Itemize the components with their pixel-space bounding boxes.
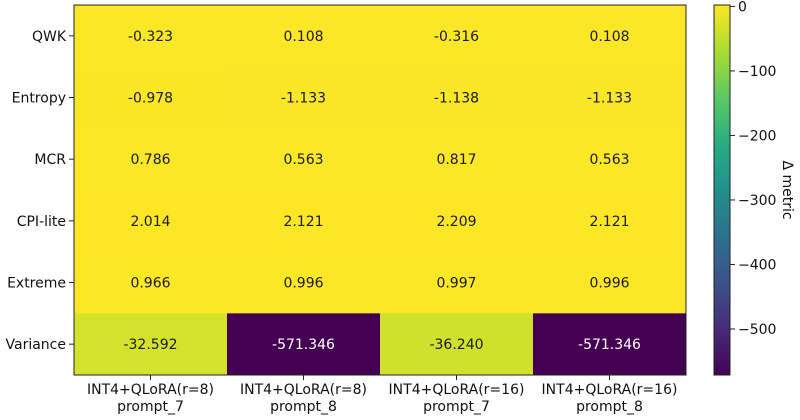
colorbar: 0 −100 −200 −300 −400 −500 Δ metric	[713, 0, 795, 376]
cell-value-label: 0.108	[589, 29, 629, 45]
colorbar-tick-label: −100	[738, 64, 776, 80]
cell-value-label: 0.996	[283, 276, 323, 292]
colorbar-tick-label: −400	[738, 257, 776, 273]
heatmap-cell	[74, 66, 228, 129]
cell-value-label: 2.209	[436, 214, 476, 230]
heatmap-cell	[380, 66, 534, 129]
colorbar-tick-label: −500	[738, 322, 776, 338]
cell-value-label: -0.323	[128, 29, 173, 45]
cell-value-label: 2.121	[283, 214, 323, 230]
column-labels: INT4+QLoRA(r=8)prompt_7INT4+QLoRA(r=8)pr…	[87, 375, 677, 415]
column-label: INT4+QLoRA(r=8)	[240, 382, 367, 398]
row-label: CPI-lite	[17, 214, 66, 230]
cell-value-label: 0.966	[130, 276, 170, 292]
column-label: INT4+QLoRA(r=8)	[87, 382, 214, 398]
heatmap-cell	[227, 128, 381, 191]
plot-frame	[73, 4, 687, 376]
row-label: MCR	[34, 152, 66, 168]
cell-value-label: -32.592	[123, 337, 177, 353]
cell-value-label: 2.014	[130, 214, 170, 230]
heatmap-cell	[533, 313, 687, 376]
heatmap-cell	[533, 128, 687, 191]
cell-value-label: -1.133	[587, 91, 632, 107]
heatmap-cell	[74, 5, 228, 68]
cell-value-label: 0.817	[436, 152, 476, 168]
cell-value-label: -571.346	[272, 337, 335, 353]
heatmap-cell	[380, 128, 534, 191]
row-label: Extreme	[7, 276, 66, 292]
column-label: prompt_8	[270, 399, 337, 415]
heatmap-cell	[533, 66, 687, 129]
cell-value-label: 0.108	[283, 29, 323, 45]
heatmap-cell	[227, 251, 381, 314]
heatmap-cell	[533, 251, 687, 314]
colorbar-tick-label: 0	[738, 0, 747, 15]
row-label: Variance	[6, 337, 66, 353]
cell-value-label: 0.563	[589, 152, 629, 168]
cell-value-label: -1.138	[434, 91, 479, 107]
heatmap-cell	[380, 251, 534, 314]
row-labels: QWK Entropy MCR CPI-lite Extreme Variance	[6, 29, 74, 353]
column-label: INT4+QLoRA(r=16)	[389, 382, 525, 398]
cell-value-label: 0.996	[589, 276, 629, 292]
heatmap-cell	[380, 313, 534, 376]
heatmap-cell	[533, 5, 687, 68]
heatmap-cell	[227, 190, 381, 253]
cell-value-label: -36.240	[429, 337, 483, 353]
column-label: prompt_7	[117, 399, 184, 415]
heatmap-cell	[227, 313, 381, 376]
heatmap-cell	[74, 313, 228, 376]
cell-value-label: -571.346	[578, 337, 641, 353]
heatmap-cell	[227, 66, 381, 129]
heatmap-plot-area: -0.323 0.108 -0.316 0.108 -0.978 -1.133 -1.138…	[73, 4, 687, 376]
heatmap-cell	[74, 190, 228, 253]
column-label: prompt_8	[576, 399, 643, 415]
heatmap-cell	[533, 190, 687, 253]
cell-value-label: 0.563	[283, 152, 323, 168]
column-label: prompt_7	[423, 399, 490, 415]
row-label: Entropy	[12, 91, 66, 107]
colorbar-tick-label: −300	[738, 193, 776, 209]
cell-value-label: -0.316	[434, 29, 479, 45]
heatmap-cell	[74, 251, 228, 314]
cell-value-label: -1.133	[281, 91, 326, 107]
row-label: QWK	[32, 29, 67, 45]
column-label: INT4+QLoRA(r=16)	[542, 382, 678, 398]
heatmap-cell	[227, 5, 381, 68]
cell-value-label: 2.121	[589, 214, 629, 230]
heatmap-cell	[74, 128, 228, 191]
cell-value-label: 0.997	[436, 276, 476, 292]
heatmap-cell	[380, 190, 534, 253]
cell-value-label: -0.978	[128, 91, 173, 107]
cell-value-label: 0.786	[130, 152, 170, 168]
colorbar-gradient	[713, 4, 731, 376]
colorbar-tick-label: −200	[738, 128, 776, 144]
heatmap-cell	[380, 5, 534, 68]
colorbar-title: Δ metric	[779, 160, 795, 219]
